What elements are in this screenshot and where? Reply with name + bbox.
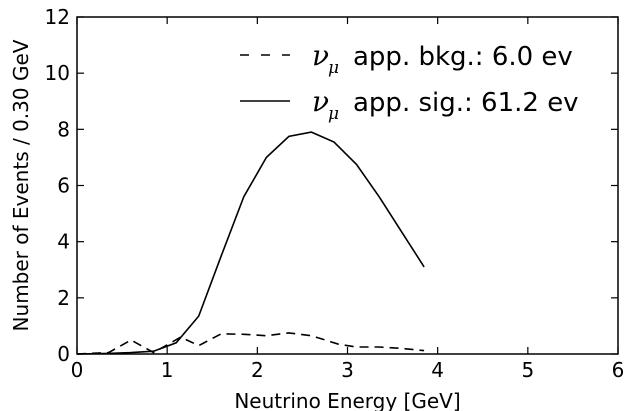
y-tick-label: 12 <box>45 5 70 29</box>
legend-symbol-subscript: μ <box>328 104 339 124</box>
x-tick-label: 3 <box>341 358 354 382</box>
x-axis-label: Neutrino Energy [GeV] <box>234 389 460 411</box>
x-tick-label: 2 <box>251 358 264 382</box>
legend-label: app. sig.: 61.2 ev <box>353 88 579 118</box>
x-tick-label: 0 <box>71 358 84 382</box>
y-tick-label: 4 <box>57 230 70 254</box>
series-group <box>76 131 425 355</box>
x-tick-label: 1 <box>161 358 174 382</box>
legend-symbol-subscript: μ <box>328 58 339 78</box>
x-tick-label: 6 <box>612 358 625 382</box>
y-tick-label: 10 <box>45 61 70 85</box>
x-tick-label: 4 <box>431 358 444 382</box>
y-tick-label: 0 <box>57 342 70 366</box>
y-tick-label: 6 <box>57 174 70 198</box>
y-axis-label: Number of Events / 0.30 GeV <box>9 39 33 331</box>
x-tick-label: 5 <box>521 358 534 382</box>
y-tick-label: 8 <box>57 117 70 141</box>
legend-label: app. bkg.: 6.0 ev <box>353 42 573 72</box>
series-line-background <box>76 332 425 355</box>
y-tick-label: 2 <box>57 286 70 310</box>
series-line-signal <box>76 131 425 355</box>
legend-symbol: ν <box>312 85 329 118</box>
legend-symbol: ν <box>312 39 329 72</box>
